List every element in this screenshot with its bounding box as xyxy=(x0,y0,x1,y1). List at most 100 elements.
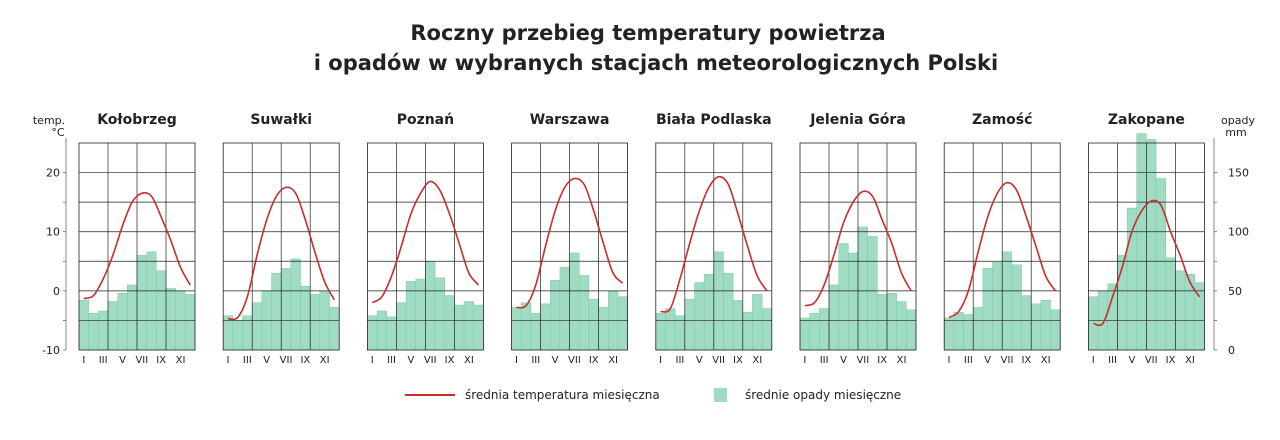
month-tick-label: VII xyxy=(1001,355,1014,366)
month-tick-label: XI xyxy=(1041,355,1051,366)
precipitation-bar xyxy=(886,292,897,351)
precipitation-bar xyxy=(88,313,99,351)
precipitation-bar xyxy=(828,284,839,351)
month-tick-label: V xyxy=(1128,355,1135,366)
precipitation-bar xyxy=(300,285,311,351)
precipitation-bar xyxy=(540,303,551,351)
month-tick-label: V xyxy=(840,355,847,366)
precipitation-bar xyxy=(434,277,445,351)
temperature-line xyxy=(1093,199,1201,327)
month-tick-label: V xyxy=(263,355,270,366)
precipitation-bar xyxy=(992,262,1003,351)
station-name: Jelenia Góra xyxy=(809,112,906,128)
month-tick-label: IX xyxy=(1021,355,1031,366)
precipitation-bar xyxy=(761,308,773,351)
precipitation-bar xyxy=(1030,303,1042,351)
precipitation-bar xyxy=(713,251,724,351)
left-axis-label-2: °C xyxy=(51,126,65,139)
month-tick-label: V xyxy=(696,355,703,366)
month-tick-label: III xyxy=(243,355,252,366)
precipitation-bar xyxy=(752,294,763,351)
precipitation-bar xyxy=(107,301,118,351)
station-name: Suwałki xyxy=(250,112,312,128)
precipitation-bar xyxy=(290,258,301,351)
month-tick-label: III xyxy=(99,355,108,366)
precipitation-bar xyxy=(415,278,426,351)
month-tick-label: III xyxy=(1108,355,1117,366)
temperature-line xyxy=(371,180,480,304)
temperature-line xyxy=(516,177,624,309)
temperature-line xyxy=(227,186,336,321)
precipitation-bar xyxy=(1165,257,1176,351)
month-tick-label: XI xyxy=(176,355,186,366)
temperature-line xyxy=(804,190,912,307)
panel-frame xyxy=(1088,142,1205,351)
precipitation-bar xyxy=(906,309,917,351)
temperature-line xyxy=(83,191,191,300)
precipitation-bar xyxy=(1040,300,1051,351)
precipitation-bar xyxy=(511,307,522,351)
month-tick-label: V xyxy=(984,355,991,366)
precipitation-bar xyxy=(953,311,964,351)
month-tick-label: IX xyxy=(300,355,310,366)
panel-frame xyxy=(655,142,773,351)
left-axis-label-1: temp. xyxy=(33,114,65,127)
precipitation-bar xyxy=(1021,295,1032,351)
precipitation-bar xyxy=(222,315,234,351)
precipitation-bar xyxy=(943,317,955,351)
precipitation-bar xyxy=(896,301,907,351)
month-tick-label: III xyxy=(964,355,973,366)
month-tick-label: VII xyxy=(424,355,437,366)
panel-frame xyxy=(511,142,629,351)
precipitation-bar xyxy=(1001,251,1013,351)
month-tick-label: IX xyxy=(877,355,887,366)
precipitation-bar xyxy=(569,252,580,351)
left-axis-tick-label: 10 xyxy=(46,226,60,239)
precipitation-bar xyxy=(588,298,599,351)
month-tick-label: IX xyxy=(1166,355,1176,366)
precipitation-bar xyxy=(1050,309,1061,351)
precipitation-bar xyxy=(665,308,676,351)
month-tick-label: VII xyxy=(712,355,725,366)
month-tick-label: I xyxy=(948,355,951,366)
precipitation-bar xyxy=(396,302,407,351)
precipitation-bar xyxy=(1136,133,1147,351)
precipitation-bar xyxy=(185,294,196,351)
right-axis-tick-label: 50 xyxy=(1228,285,1242,298)
month-tick-label: IX xyxy=(733,355,743,366)
month-tick-label: III xyxy=(676,355,685,366)
precipitation-bar xyxy=(674,315,686,351)
precipitation-bar xyxy=(127,284,138,351)
precipitation-bar xyxy=(799,317,810,351)
precipitation-bar xyxy=(473,304,484,351)
panel-frame xyxy=(799,142,917,351)
month-tick-label: I xyxy=(515,355,518,366)
month-tick-label: III xyxy=(387,355,396,366)
month-tick-label: III xyxy=(820,355,829,366)
month-tick-label: XI xyxy=(752,355,762,366)
precipitation-bar xyxy=(156,270,167,351)
station-name: Kołobrzeg xyxy=(97,112,177,128)
precipitation-bar xyxy=(579,275,590,351)
precipitation-bar xyxy=(963,314,974,351)
precipitation-bar xyxy=(877,294,888,351)
precipitation-bar xyxy=(463,301,474,351)
precipitation-bar xyxy=(809,313,820,351)
month-tick-label: VII xyxy=(280,355,293,366)
precipitation-bar xyxy=(280,268,292,351)
legend-temperature-label: średnia temperatura miesięczna xyxy=(465,388,660,402)
month-tick-label: I xyxy=(1092,355,1095,366)
legend-precipitation-swatch xyxy=(714,388,727,402)
precipitation-bar xyxy=(1107,283,1118,351)
left-axis-tick-label: 20 xyxy=(46,167,60,180)
precipitation-bar xyxy=(117,292,128,351)
station-name: Zakopane xyxy=(1108,112,1185,128)
precipitation-bar xyxy=(972,307,984,351)
precipitation-bar xyxy=(165,288,176,351)
month-tick-label: VII xyxy=(135,355,148,366)
